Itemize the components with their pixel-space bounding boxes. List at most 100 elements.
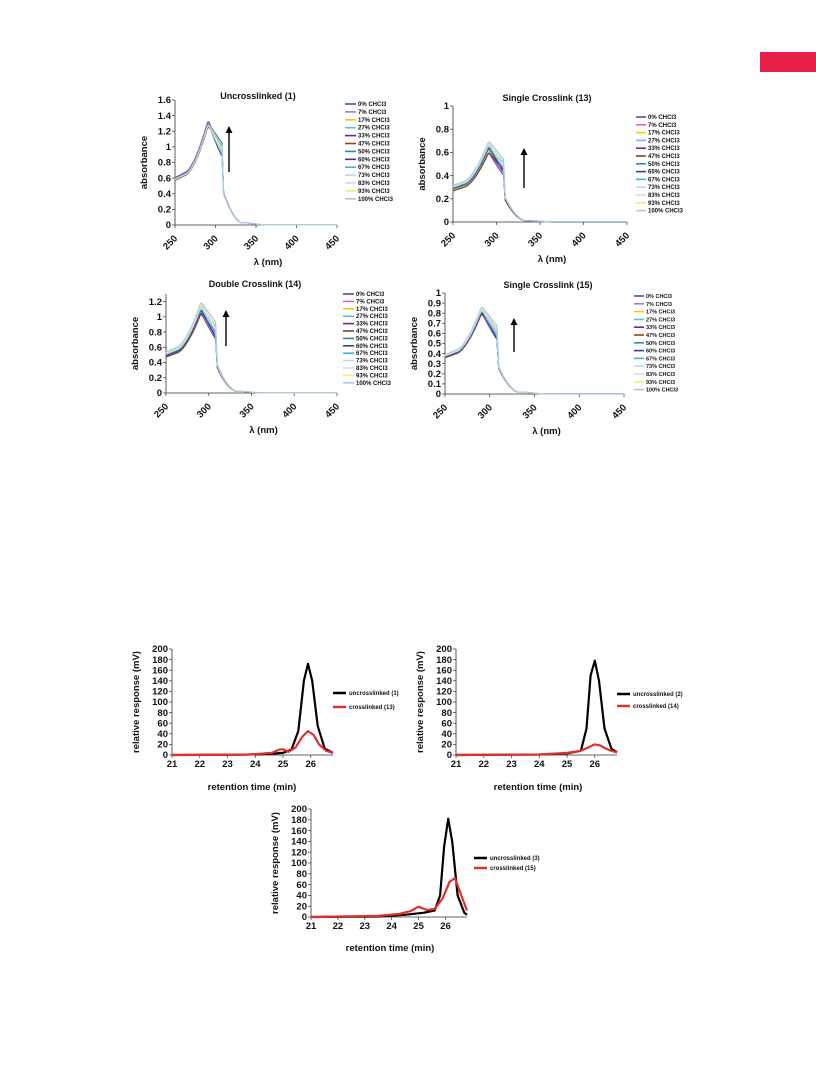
chart2-x-tick-label: 400: [280, 401, 299, 420]
chart2-series-line: [165, 307, 337, 394]
chart1-y-axis-label: absorbance: [417, 137, 428, 190]
chart3-y-tick-label: 1: [436, 288, 442, 299]
chart2-y-tick-label: 1: [157, 312, 163, 323]
chart3-y-axis-label: absorbance: [409, 317, 420, 370]
chart4-x-tick-label: 21: [167, 759, 178, 770]
chart0-series-line: [174, 122, 337, 226]
chart0-x-tick-label: 250: [161, 233, 180, 252]
chart2-y-tick-label: 1.2: [149, 297, 162, 308]
chart0-series-line: [174, 125, 337, 226]
chart1-series-line: [452, 142, 627, 223]
chart0-y-tick-label: 0.8: [158, 158, 171, 169]
chart4-x-tick-label: 24: [250, 759, 261, 770]
chart2-series-line: [165, 310, 337, 394]
chart6-y-axis-label: relative response (mV): [270, 812, 281, 914]
chart0-legend-label: 7% CHCl3: [358, 110, 387, 116]
chart0-legend-label: 100% CHCl3: [358, 197, 394, 203]
chart5-legend-label: uncrosslinked (2): [633, 692, 683, 698]
chart1-x-tick-label: 300: [483, 230, 502, 249]
chart2-legend-label: 27% CHCl3: [356, 314, 388, 320]
chart3-x-tick-label: 350: [521, 402, 540, 421]
chart0-y-tick-label: 0.4: [158, 189, 172, 200]
chart2-legend-label: 0% CHCl3: [356, 292, 385, 298]
chart4-y-tick-label: 200: [152, 644, 168, 655]
chart5-x-axis-label: retention time (min): [494, 782, 583, 793]
chart0-y-tick-label: 1.2: [158, 126, 171, 137]
chart1-x-tick-label: 250: [439, 230, 458, 249]
chart3-legend-label: 33% CHCl3: [646, 325, 675, 331]
chart3-series-line: [444, 310, 624, 395]
chart4-x-tick-label: 25: [278, 759, 289, 770]
chart1-legend-label: 27% CHCl3: [648, 138, 680, 144]
chart3-legend-label: 0% CHCl3: [646, 294, 672, 300]
chart1-arrow-head: [520, 148, 528, 155]
chart2-x-tick-label: 450: [323, 401, 342, 420]
chart5-x-tick-label: 25: [562, 759, 573, 770]
chart2-arrow-head: [222, 310, 230, 317]
chart1-series-line: [452, 143, 627, 223]
chart1-series-line: [452, 147, 627, 223]
chart3-series-line: [444, 310, 624, 395]
chart2-x-tick-label: 300: [195, 401, 214, 420]
chart2-series-line: [165, 308, 337, 394]
chart1-legend-label: 0% CHCl3: [648, 115, 677, 121]
chart1-legend-label: 33% CHCl3: [648, 146, 680, 152]
chart6-x-tick-label: 24: [386, 921, 397, 932]
chart1-legend-label: 93% CHCl3: [648, 201, 680, 207]
chart1-y-tick-label: 1: [444, 101, 450, 112]
chart1-series-line: [452, 148, 627, 223]
chart4-y-tick-label: 60: [157, 718, 168, 729]
chart2-legend-label: 47% CHCl3: [356, 329, 388, 335]
chart6-y-tick-label: 60: [296, 880, 307, 891]
chart0-series-line: [174, 125, 337, 226]
chart2-y-tick-label: 0.4: [149, 358, 163, 369]
chart5-x-tick-label: 26: [590, 759, 601, 770]
chart0-y-tick-label: 0.6: [158, 173, 171, 184]
chart6-y-tick-label: 20: [296, 901, 307, 912]
chart2-legend-label: 67% CHCl3: [356, 351, 388, 357]
chart3-series-line: [444, 311, 624, 395]
chart2-legend-label: 93% CHCl3: [356, 373, 388, 379]
chart0-y-tick-label: 0.2: [158, 205, 171, 216]
chart3-legend-label: 83% CHCl3: [646, 372, 675, 378]
chart4-x-tick-label: 23: [222, 759, 233, 770]
chart1-legend-label: 7% CHCl3: [648, 123, 677, 129]
chart2-title: Double Crosslink (14): [209, 279, 302, 289]
chart1-legend-label: 100% CHCl3: [648, 209, 684, 215]
chart0-legend-label: 93% CHCl3: [358, 189, 390, 195]
chart6-y-tick-label: 40: [296, 891, 307, 902]
chart0-series-line: [174, 124, 337, 226]
chart1-legend-label: 67% CHCl3: [648, 177, 680, 183]
chart0-x-tick-label: 450: [323, 233, 342, 252]
chart0-y-tick-label: 1.4: [158, 111, 172, 122]
chart4-y-axis-label: relative response (mV): [131, 651, 142, 753]
chart6-y-tick-label: 0: [302, 912, 307, 923]
chart0-series-line: [174, 125, 337, 226]
chart2-series-line: [165, 302, 337, 394]
chart2-y-tick-label: 0.2: [149, 373, 162, 384]
chart5-y-tick-label: 160: [436, 665, 452, 676]
chart6-series-line: [310, 877, 469, 919]
chart1-series-line: [452, 145, 627, 223]
chart6-x-tick-label: 25: [413, 921, 424, 932]
chart4-y-tick-label: 40: [157, 729, 168, 740]
chart4-y-tick-label: 160: [152, 665, 168, 676]
chart3-y-tick-label: 0: [436, 389, 441, 400]
chart6-x-axis-label: retention time (min): [346, 943, 435, 954]
chart3-y-tick-label: 0.9: [428, 298, 441, 309]
chart4-legend-label: crosslinked (13): [349, 705, 395, 711]
chart5-series-line: [455, 743, 618, 757]
chart6-y-tick-label: 160: [291, 826, 307, 837]
chart0-legend-label: 60% CHCl3: [358, 157, 390, 163]
chart0-y-tick-label: 0: [166, 220, 171, 231]
chart4-y-tick-label: 140: [152, 676, 168, 687]
chart0-x-tick-label: 350: [242, 233, 261, 252]
chart1-title: Single Crosslink (13): [502, 93, 591, 103]
chart1-legend-label: 83% CHCl3: [648, 193, 680, 199]
chart3-y-tick-label: 0.6: [428, 329, 441, 340]
chart4-legend-label: uncrosslinked (1): [349, 691, 399, 697]
chart4-y-tick-label: 20: [157, 740, 168, 751]
chart2-legend-label: 60% CHCl3: [356, 344, 388, 350]
chart6-legend-label: crosslinked (15): [490, 866, 536, 872]
